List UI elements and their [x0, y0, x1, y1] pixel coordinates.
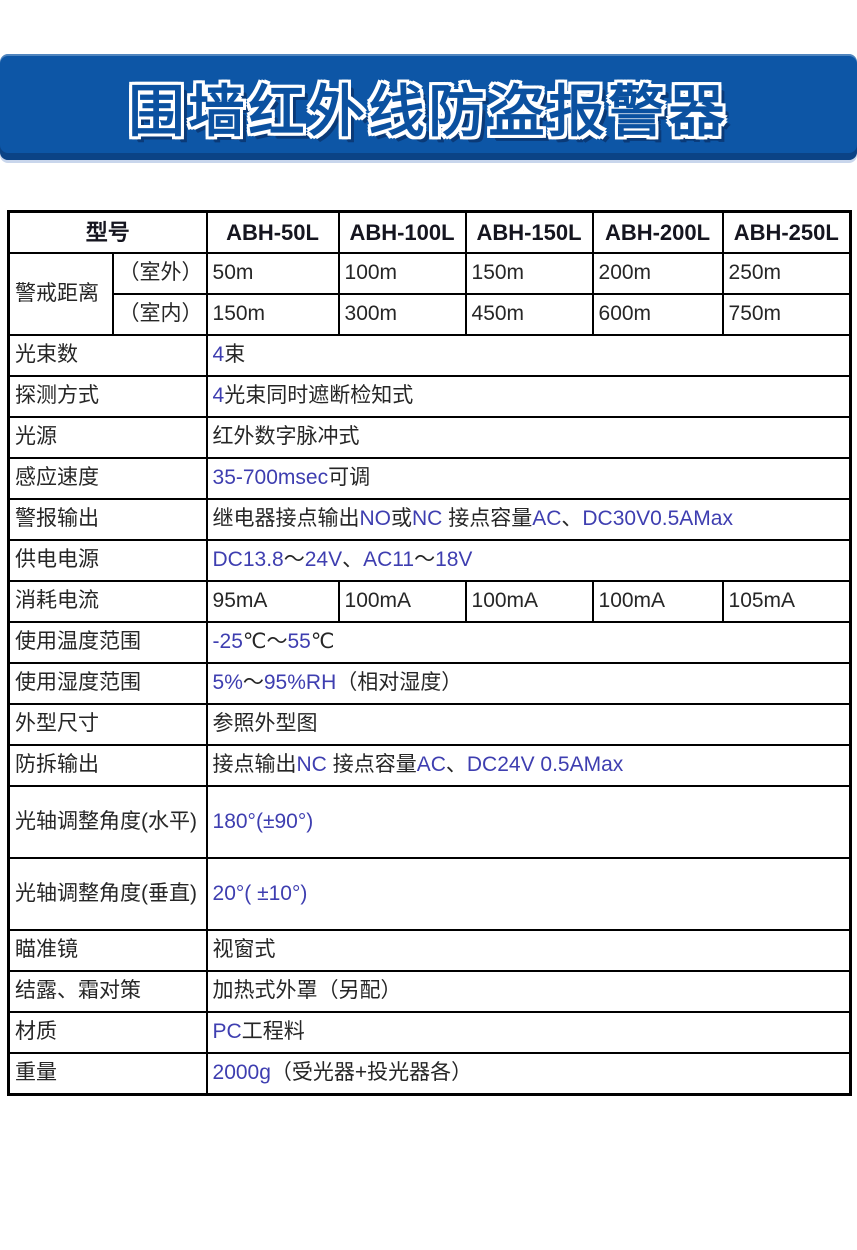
spec-value-cell: 35-700msec可调	[205, 457, 852, 500]
spec-value-cell: 180°(±90°)	[205, 785, 852, 859]
table-row: 重量 2000g（受光器+投光器各）	[7, 1052, 852, 1096]
spec-value-cell: 4束	[205, 334, 852, 377]
spec-value-cell: 105mA	[721, 580, 852, 623]
table-row: 光轴调整角度(垂直) 20°( ±10°)	[7, 857, 852, 931]
table-row: 警报输出 继电器接点输出NO或NC 接点容量AC、DC30V0.5AMax	[7, 498, 852, 541]
table-row: 光轴调整角度(水平) 180°(±90°)	[7, 785, 852, 859]
spec-value-cell: 接点输出NC 接点容量AC、DC24V 0.5AMax	[205, 744, 852, 787]
spec-label-cell: 探测方式	[7, 375, 208, 418]
spec-label-cell: 感应速度	[7, 457, 208, 500]
spec-label-cell: 警报输出	[7, 498, 208, 541]
table-row-distance-indoor: （室内） 150m 300m 450m 600m 750m	[9, 293, 852, 336]
spec-table: 型号 ABH-50L ABH-100L ABH-150L ABH-200L AB…	[7, 210, 853, 1096]
spec-value-cell: 红外数字脉冲式	[205, 416, 852, 459]
spec-value-cell: 250m	[721, 252, 852, 295]
model-header-label: 型号	[7, 210, 208, 254]
model-cell: ABH-200L	[591, 210, 724, 254]
spec-label-cell: 光束数	[7, 334, 208, 377]
spec-value-cell: PC工程料	[205, 1011, 852, 1054]
spec-label-cell: 重量	[7, 1052, 208, 1096]
spec-label-cell: 瞄准镜	[7, 929, 208, 972]
page-title: 围墙红外线防盗报警器	[128, 79, 729, 143]
spec-label-cell: 光轴调整角度(垂直)	[7, 857, 208, 931]
table-row: 使用湿度范围 5%～95%RH（相对湿度）	[7, 662, 852, 705]
spec-label-cell: 警戒距离	[7, 252, 114, 336]
table-row: 光源 红外数字脉冲式	[7, 416, 852, 459]
model-cell: ABH-50L	[205, 210, 340, 254]
spec-value-cell: 视窗式	[205, 929, 852, 972]
spec-label-cell: 光源	[7, 416, 208, 459]
spec-value-cell: 继电器接点输出NO或NC 接点容量AC、DC30V0.5AMax	[205, 498, 852, 541]
spec-sublabel-cell: （室内）	[111, 293, 208, 336]
table-row: 材质 PC工程料	[7, 1011, 852, 1054]
spec-value-cell: 100mA	[464, 580, 594, 623]
spec-label-cell: 消耗电流	[7, 580, 208, 623]
table-row: 外型尺寸 参照外型图	[7, 703, 852, 746]
spec-label-cell: 供电电源	[7, 539, 208, 582]
table-row: 光束数 4束	[7, 334, 852, 377]
spec-label-cell: 光轴调整角度(水平)	[7, 785, 208, 859]
spec-value-cell: 2000g（受光器+投光器各）	[205, 1052, 852, 1096]
spec-value-cell: 参照外型图	[205, 703, 852, 746]
spec-label-cell: 防拆输出	[7, 744, 208, 787]
spec-value-cell: 150m	[464, 252, 594, 295]
spec-label-cell: 使用温度范围	[7, 621, 208, 664]
spec-value-cell: 100mA	[337, 580, 467, 623]
spec-value-cell: 50m	[205, 252, 340, 295]
table-row-header: 型号 ABH-50L ABH-100L ABH-150L ABH-200L AB…	[7, 210, 852, 254]
spec-value-cell: 4光束同时遮断检知式	[205, 375, 852, 418]
spec-value-cell: 20°( ±10°)	[205, 857, 852, 931]
spec-value-cell: 450m	[464, 293, 594, 336]
spec-value-cell: 600m	[591, 293, 724, 336]
spec-value-cell: 300m	[337, 293, 467, 336]
spec-value-cell: 750m	[721, 293, 852, 336]
spec-value-cell: 100mA	[591, 580, 724, 623]
spec-label-cell: 材质	[7, 1011, 208, 1054]
spec-value-cell: 95mA	[205, 580, 340, 623]
spec-label-cell: 外型尺寸	[7, 703, 208, 746]
spec-value-cell: 加热式外罩（另配）	[205, 970, 852, 1013]
table-row: 感应速度 35-700msec可调	[7, 457, 852, 500]
spec-value-cell: -25℃～55℃	[205, 621, 852, 664]
table-row: 防拆输出 接点输出NC 接点容量AC、DC24V 0.5AMax	[7, 744, 852, 787]
spec-sublabel-cell: （室外）	[111, 252, 208, 295]
table-row-distance-outdoor: 警戒距离 （室外） 50m 100m 150m 200m 250m	[7, 252, 852, 336]
spec-value-cell: 150m	[205, 293, 340, 336]
spec-label-cell: 使用湿度范围	[7, 662, 208, 705]
spec-label-cell: 结露、霜对策	[7, 970, 208, 1013]
table-row-current: 消耗电流 95mA 100mA 100mA 100mA 105mA	[7, 580, 852, 623]
spec-value-cell: 200m	[591, 252, 724, 295]
table-row: 瞄准镜 视窗式	[7, 929, 852, 972]
model-cell: ABH-150L	[464, 210, 594, 254]
table-row: 供电电源 DC13.8～24V、AC11～18V	[7, 539, 852, 582]
table-row: 使用温度范围 -25℃～55℃	[7, 621, 852, 664]
model-cell: ABH-250L	[721, 210, 852, 254]
model-cell: ABH-100L	[337, 210, 467, 254]
table-row: 结露、霜对策 加热式外罩（另配）	[7, 970, 852, 1013]
spec-value-cell: DC13.8～24V、AC11～18V	[205, 539, 852, 582]
title-banner: 围墙红外线防盗报警器	[0, 54, 857, 160]
spec-value-cell: 5%～95%RH（相对湿度）	[205, 662, 852, 705]
spec-value-cell: 100m	[337, 252, 467, 295]
table-row: 探测方式 4光束同时遮断检知式	[7, 375, 852, 418]
